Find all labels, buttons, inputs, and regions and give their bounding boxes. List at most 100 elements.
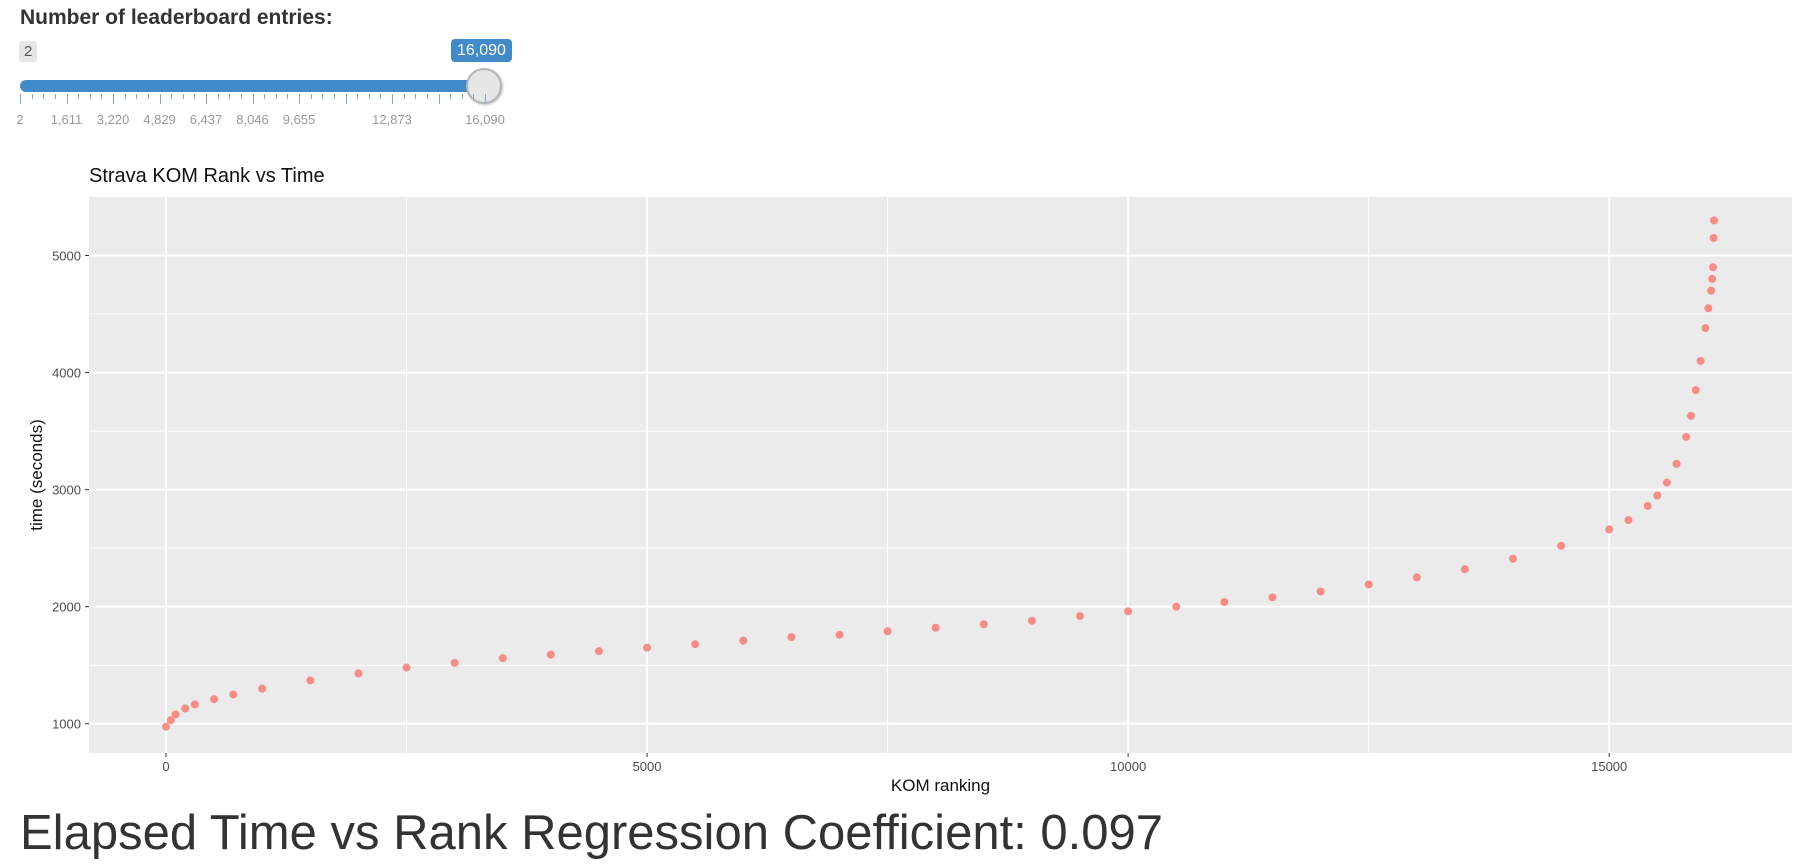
data-point <box>1653 491 1662 500</box>
data-point <box>1643 502 1652 511</box>
data-point <box>1701 324 1710 333</box>
y-tick-label: 4000 <box>52 366 81 381</box>
data-point <box>1172 602 1181 611</box>
data-point <box>181 704 190 713</box>
slider-tick-label: 12,873 <box>372 112 412 127</box>
slider-minor-tick <box>182 94 184 99</box>
slider-minor-tick <box>310 94 312 99</box>
slider-minor-tick <box>345 94 347 104</box>
slider-minor-tick <box>392 94 393 104</box>
slider-minor-tick <box>171 94 173 99</box>
data-point <box>883 627 892 636</box>
slider-minor-tick <box>31 94 33 99</box>
data-point <box>546 650 555 659</box>
slider-minor-tick <box>206 94 207 104</box>
regression-coefficient-heading: Elapsed Time vs Rank Regression Coeffici… <box>20 806 1164 860</box>
data-point <box>166 716 175 725</box>
slider-minor-tick <box>368 94 370 99</box>
slider-minor-tick <box>264 94 266 99</box>
x-tick-label: 0 <box>162 759 169 774</box>
slider-minor-tick <box>485 94 486 104</box>
slider-minor-tick <box>54 94 56 99</box>
data-point <box>1220 598 1229 607</box>
slider-minor-tick <box>438 94 440 104</box>
slider-fill <box>20 80 485 92</box>
slider-minor-tick <box>240 94 242 99</box>
data-point <box>1662 478 1671 487</box>
data-point <box>1682 432 1691 441</box>
y-tick-label: 2000 <box>52 600 81 615</box>
slider-minor-tick <box>403 94 405 99</box>
slider-tick-marks: 2 1,611 3,220 4,829 6,437 8,046 9,655 12,873 16,… <box>16 94 505 127</box>
slider-minor-tick <box>426 94 428 99</box>
slider-tick-label: 3,220 <box>96 112 130 127</box>
data-point <box>643 643 652 652</box>
slider-minor-tick <box>287 94 289 99</box>
slider-minor-tick <box>147 94 149 99</box>
data-point <box>1686 411 1695 420</box>
slider-minor-tick <box>101 94 103 99</box>
data-point <box>229 690 238 699</box>
data-point <box>161 722 170 731</box>
slider-track[interactable] <box>20 80 485 92</box>
data-point <box>1557 541 1566 550</box>
slider-minor-tick <box>322 94 324 99</box>
data-point <box>931 623 940 632</box>
slider-minor-tick <box>194 94 196 99</box>
y-axis-label: time (seconds) <box>27 419 46 530</box>
slider-minor-tick <box>66 94 68 104</box>
slider-tick-label: 9,655 <box>282 112 316 127</box>
data-point <box>1076 612 1085 621</box>
slider-tick-label: 16,090 <box>465 112 505 127</box>
slider-tick-label: 6,437 <box>189 112 223 127</box>
slider-minor-tick <box>124 94 126 99</box>
slider-minor-tick <box>461 94 463 99</box>
data-point <box>1710 216 1719 225</box>
data-point <box>787 633 796 642</box>
slider-minor-tick <box>229 94 231 99</box>
slider-minor-tick <box>43 94 45 99</box>
plot-panel <box>89 197 1792 753</box>
data-point <box>1672 459 1681 468</box>
slider-minor-tick <box>113 94 114 104</box>
scatter-chart: 0 5000 10000 15000 1000 2000 3000 4000 5000 KOM r… <box>27 197 1792 795</box>
data-point <box>1704 304 1713 313</box>
data-point <box>1027 616 1036 625</box>
x-tick-label: 5000 <box>633 759 662 774</box>
slider-minor-tick <box>357 94 359 99</box>
slider-minor-tick <box>299 94 300 104</box>
data-point <box>450 658 459 667</box>
slider-minor-tick <box>380 94 382 99</box>
data-point <box>1412 573 1421 582</box>
data-point <box>1268 593 1277 602</box>
data-point <box>354 669 363 678</box>
slider-minor-tick <box>275 94 277 99</box>
slider-value-badge: 16,090 <box>451 39 512 62</box>
slider-minor-tick <box>20 94 21 104</box>
data-point <box>498 654 507 663</box>
x-tick-label: 15000 <box>1591 759 1627 774</box>
slider-minor-tick <box>217 94 219 99</box>
y-tick-label: 1000 <box>52 717 81 732</box>
data-point <box>210 695 219 704</box>
data-point <box>402 663 411 672</box>
slider-handle[interactable] <box>466 68 502 104</box>
y-tick-label: 5000 <box>52 249 81 264</box>
data-point <box>594 647 603 656</box>
data-point <box>258 684 267 693</box>
slider-tick-label: 1,611 <box>50 112 83 127</box>
slider-min-badge: 2 <box>19 41 38 62</box>
data-point <box>1708 274 1717 283</box>
slider-minor-tick <box>415 94 417 99</box>
slider-minor-tick <box>89 94 91 99</box>
slider-label: Number of leaderboard entries: <box>20 6 333 29</box>
data-point <box>1124 607 1133 616</box>
data-point <box>1316 587 1325 596</box>
slider-minor-tick <box>78 94 80 99</box>
slider-minor-tick <box>252 94 254 104</box>
data-point <box>1605 525 1614 534</box>
data-point <box>979 620 988 629</box>
data-point <box>835 630 844 639</box>
data-point <box>1508 554 1517 563</box>
data-point <box>190 700 199 709</box>
